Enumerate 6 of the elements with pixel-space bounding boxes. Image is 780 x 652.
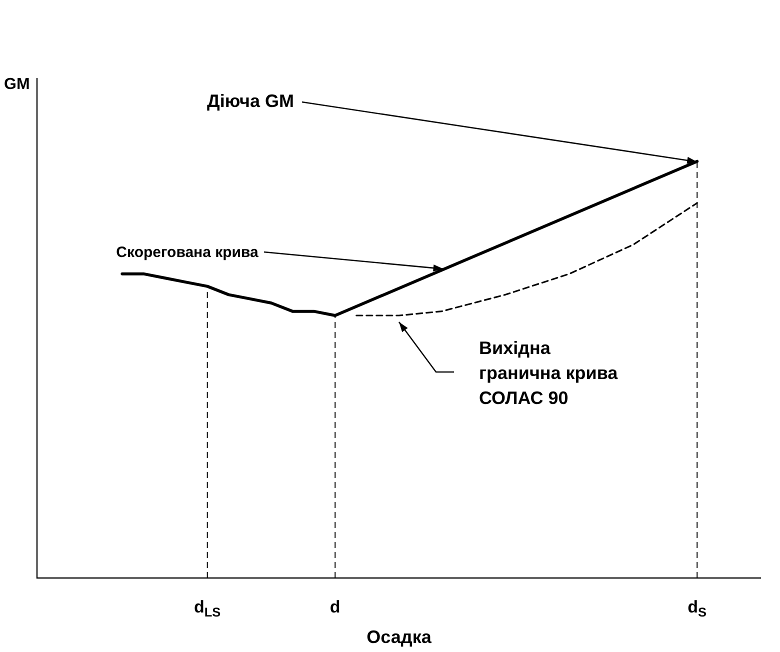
y-axis-title: GM [4, 76, 30, 94]
annotation: Діюча GM [207, 91, 294, 112]
series-label: Скорегована крива [116, 244, 258, 261]
series-label: Вихідна гранична крива СОЛАС 90 [479, 336, 619, 410]
x-axis-title: Осадка [366, 626, 432, 647]
x-tick-label: d [330, 598, 340, 617]
